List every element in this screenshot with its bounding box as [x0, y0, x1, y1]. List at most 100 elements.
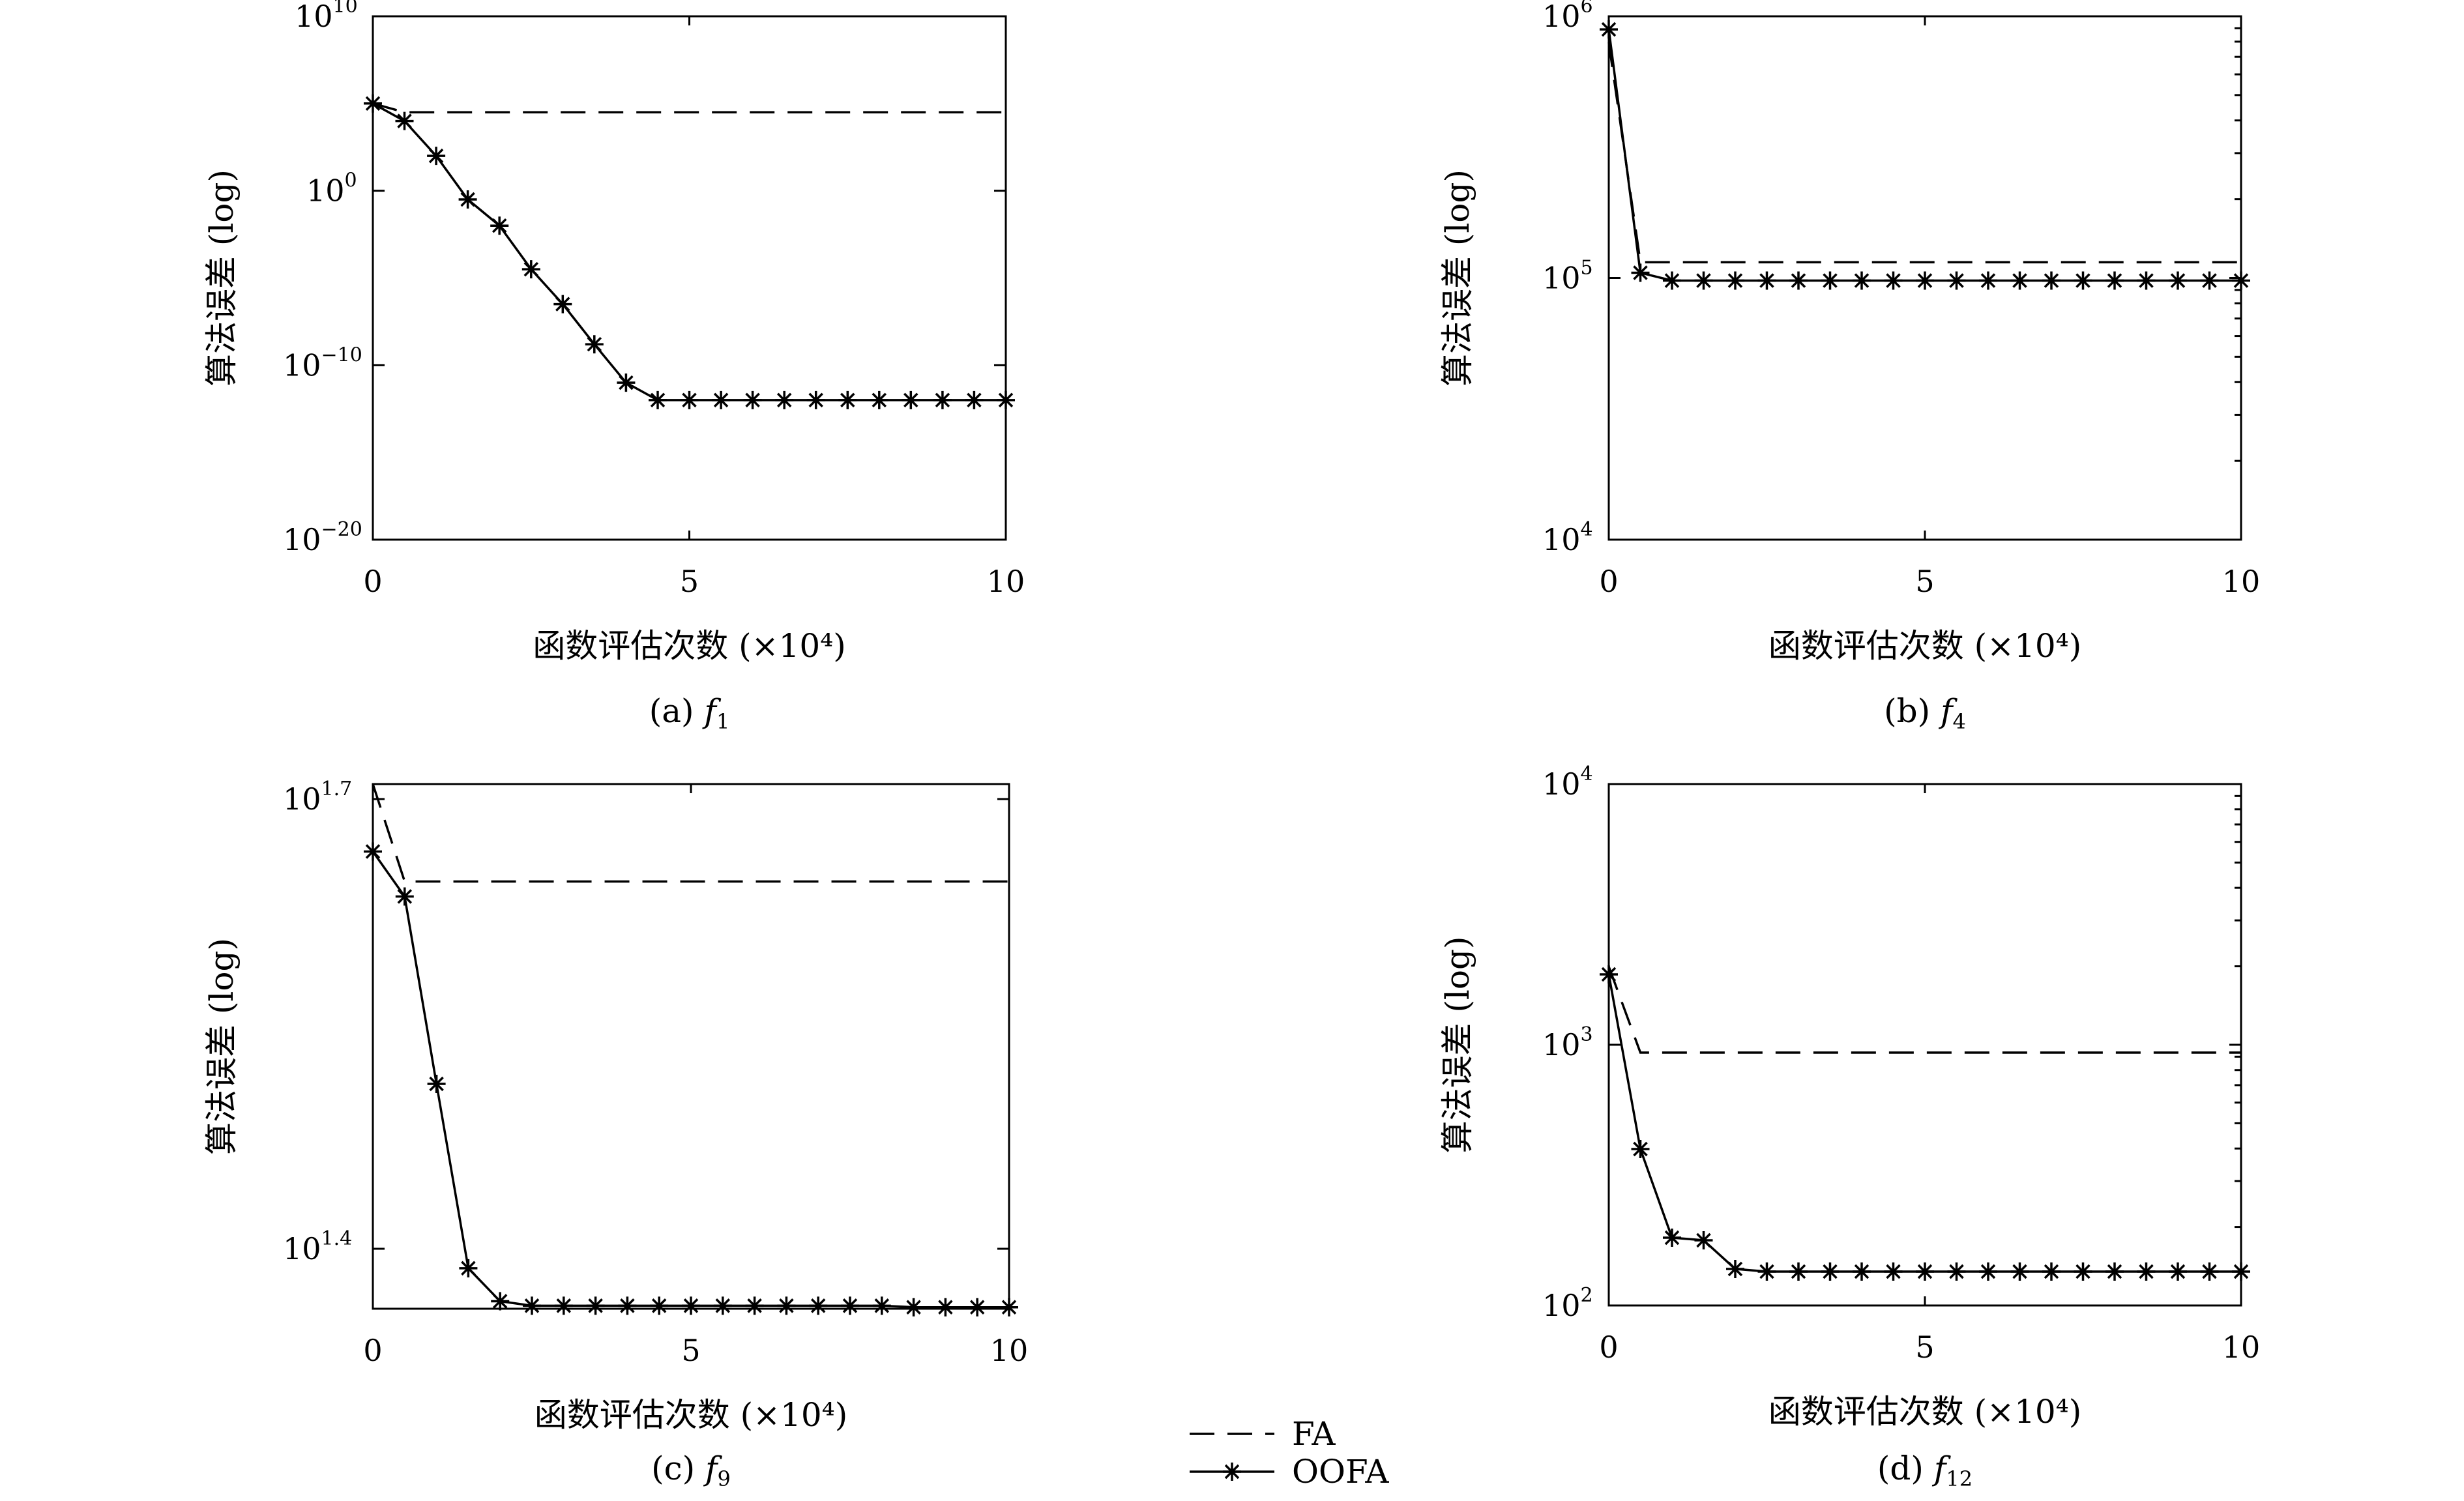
series-oofa-line	[1607, 29, 2241, 282]
series-fa-line	[1607, 966, 2241, 1054]
y-tick-label: 104	[1542, 763, 1593, 802]
oofa-point	[1757, 271, 1776, 290]
oofa-point	[1979, 271, 1997, 290]
oofa-point	[1821, 1262, 1840, 1281]
oofa-point	[712, 390, 731, 409]
oofa-point	[968, 1298, 987, 1317]
oofa-point	[838, 390, 857, 409]
x-tick-label: 5	[680, 564, 699, 599]
y-axis-label: 算法误差 (log)	[1439, 936, 1476, 1153]
oofa-point	[870, 390, 888, 409]
oofa-point	[2169, 1262, 2187, 1281]
x-axis-label: 函数评估次数 (×10⁴)	[535, 1396, 847, 1434]
oofa-point	[618, 1296, 637, 1315]
x-tick-label: 0	[1599, 1330, 1618, 1365]
oofa-point	[2169, 271, 2187, 290]
y-tick-label: 105	[1542, 257, 1593, 296]
oofa-point	[2105, 1262, 2124, 1281]
oofa-point	[1694, 1231, 1713, 1249]
oofa-point	[2042, 1262, 2061, 1281]
oofa-point	[427, 1075, 446, 1093]
oofa-point	[1663, 1229, 1681, 1247]
oofa-point	[1884, 1262, 1903, 1281]
oofa-point	[554, 1296, 573, 1315]
oofa-point	[617, 373, 636, 392]
x-tick-label: 0	[363, 1333, 382, 1368]
y-tick-label: 101.4	[283, 1227, 352, 1266]
oofa-point	[2200, 271, 2219, 290]
oofa-point	[965, 390, 984, 409]
legend-oofa-label: OOFA	[1292, 1453, 1389, 1491]
oofa-point	[553, 295, 572, 313]
oofa-point	[586, 1296, 605, 1315]
y-tick-label: 102	[1542, 1284, 1593, 1323]
series-fa-line	[372, 102, 1006, 113]
y-tick-label: 106	[1542, 0, 1593, 34]
panel-caption: (d) f12	[1877, 1450, 1973, 1491]
oofa-point	[395, 111, 414, 130]
oofa-point	[2137, 271, 2156, 290]
oofa-point	[490, 216, 509, 235]
oofa-point	[777, 1296, 796, 1315]
oofa-point	[745, 1296, 764, 1315]
plot-frame	[372, 783, 1010, 1310]
x-tick-label: 5	[1915, 1330, 1934, 1365]
oofa-point	[427, 147, 446, 166]
oofa-point	[682, 1296, 700, 1315]
y-axis-label: 算法误差 (log)	[203, 938, 241, 1155]
oofa-point	[1694, 271, 1713, 290]
series-oofa-line	[1607, 974, 2241, 1273]
oofa-point	[1789, 1262, 1808, 1281]
y-tick-label: 10−10	[283, 343, 362, 383]
oofa-point	[2105, 271, 2124, 290]
oofa-point	[743, 390, 762, 409]
oofa-point	[841, 1296, 859, 1315]
oofa-point	[1663, 271, 1681, 290]
oofa-point	[521, 260, 540, 279]
oofa-point	[872, 1296, 891, 1315]
legend-fa-label: FA	[1292, 1415, 1336, 1453]
oofa-point	[1979, 1262, 1997, 1281]
y-tick-label: 103	[1542, 1023, 1593, 1062]
oofa-point	[1600, 965, 1618, 984]
plot-frame	[372, 15, 1007, 541]
oofa-point	[713, 1296, 732, 1315]
oofa-point	[1789, 271, 1808, 290]
oofa-point	[1853, 1262, 1871, 1281]
panel-d: 0 5 10 104 103 102 函数评估次数 (×10⁴) 算法误差 (log) (d) …	[1439, 763, 2260, 1491]
oofa-point	[395, 887, 414, 906]
y-tick-label: 10−20	[283, 518, 362, 557]
legend: FA OOFA	[1190, 1415, 1389, 1491]
oofa-point	[904, 1298, 923, 1317]
y-tick-label: 104	[1542, 518, 1593, 557]
oofa-point	[1884, 271, 1903, 290]
x-tick-label: 10	[2222, 1330, 2261, 1365]
oofa-point	[2010, 1262, 2029, 1281]
oofa-point	[2232, 1262, 2250, 1281]
x-tick-label: 5	[1915, 564, 1934, 599]
oofa-point	[364, 94, 382, 113]
panel-b: 0 5 10 106 105 104 函数评估次数 (×10⁴) 算法误差 (log) (b) …	[1439, 0, 2260, 734]
oofa-point	[2137, 1262, 2156, 1281]
oofa-point	[459, 1259, 478, 1277]
x-tick-label: 5	[681, 1333, 700, 1368]
legend-oofa-marker	[1223, 1463, 1241, 1481]
x-axis-label: 函数评估次数 (×10⁴)	[533, 627, 845, 665]
oofa-point	[997, 390, 1015, 409]
oofa-point	[650, 1296, 669, 1315]
y-axis-label: 算法误差 (log)	[1439, 169, 1476, 386]
oofa-point	[1757, 1262, 1776, 1281]
oofa-point	[1726, 271, 1744, 290]
panel-caption: (b) f4	[1884, 692, 1966, 734]
oofa-point	[585, 335, 604, 354]
oofa-point	[458, 190, 477, 209]
oofa-point	[1600, 20, 1618, 39]
oofa-point	[2074, 1262, 2092, 1281]
series-fa-line	[1607, 42, 2241, 264]
oofa-point	[2232, 271, 2250, 290]
oofa-point	[775, 390, 794, 409]
y-tick-label: 100	[306, 169, 357, 209]
oofa-point	[933, 390, 952, 409]
oofa-point	[2010, 271, 2029, 290]
x-tick-label: 10	[987, 564, 1025, 599]
